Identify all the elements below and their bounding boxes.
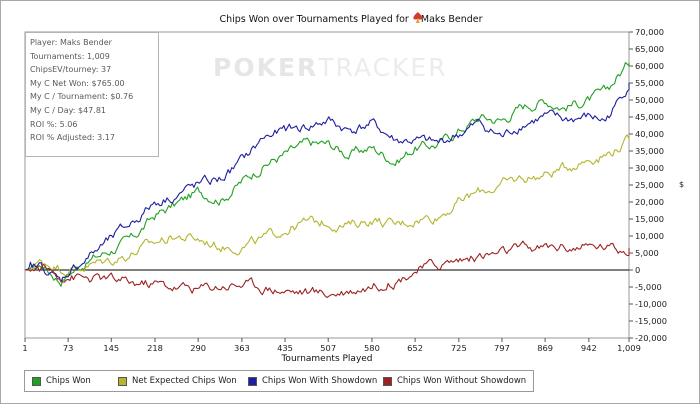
x-tick-label: 1: [22, 343, 27, 353]
y-tick-label: -10,000: [635, 299, 667, 309]
x-tick-label: 1,009: [617, 343, 641, 353]
stats-per-day: My C / Day: $47.81: [30, 105, 106, 115]
series-line-chips-won-with-showdown: [24, 83, 630, 283]
legend-swatch-chips-won: [32, 376, 41, 386]
y-tick-label: 35,000: [635, 146, 664, 156]
y-tick-label: 50,000: [635, 95, 664, 105]
legend-item-without-showdown[interactable]: Chips Won Without Showdown: [383, 375, 526, 387]
x-axis-title: Tournaments Played: [280, 354, 372, 364]
stats-per-tournament: My C / Tournament: $0.76: [30, 92, 134, 102]
series-line-net-expected-chips-won: [24, 134, 630, 279]
poker-spade-logo-icon: [413, 12, 423, 20]
x-tick-label: 435: [277, 343, 293, 353]
stats-roi: ROI %: 5.06: [30, 119, 78, 129]
y-tick-label: 40,000: [635, 129, 664, 139]
chart-title: Chips Won over Tournaments Played for Ma…: [219, 14, 482, 25]
legend-swatch-with-showdown: [248, 376, 257, 386]
watermark-part2: TRACKER: [318, 53, 448, 82]
x-tick-label: 145: [103, 343, 119, 353]
poker-spade-logo-stem: [415, 18, 420, 23]
x-tick-label: 73: [63, 343, 74, 353]
x-tick-label: 797: [494, 343, 510, 353]
y-tick-label: -5,000: [635, 282, 662, 292]
stats-chipsev: ChipsEV/tourney: 37: [30, 65, 112, 75]
legend-item-with-showdown[interactable]: Chips Won With Showdown: [248, 375, 377, 387]
y-tick-label: 70,000: [635, 27, 664, 37]
legend-item-net-expected[interactable]: Net Expected Chips Won: [118, 375, 237, 387]
x-tick-label: 869: [537, 343, 553, 353]
stats-tournaments: Tournaments: 1,009: [30, 51, 110, 61]
stats-net-won: My C Net Won: $765.00: [30, 78, 125, 88]
pokertracker-watermark: POKERTRACKER: [213, 53, 448, 82]
y-tick-label: 15,000: [635, 214, 664, 224]
x-tick-label: 725: [451, 343, 467, 353]
legend-label-net-expected: Net Expected Chips Won: [132, 376, 237, 386]
stats-player: Player: Maks Bender: [30, 38, 112, 47]
y-tick-label: -15,000: [635, 316, 667, 326]
x-tick-label: 363: [234, 343, 250, 353]
y-tick-label: 65,000: [635, 44, 664, 54]
series-line-chips-won-without-showdown: [24, 240, 630, 299]
y-tick-label: 25,000: [635, 180, 664, 190]
y-tick-label: -20,000: [635, 333, 667, 343]
stats-box: Player: Maks Bender Tournaments: 1,009 C…: [25, 32, 159, 157]
legend-item-chips-won[interactable]: Chips Won: [32, 375, 91, 387]
series-line-chips-won: [24, 62, 630, 287]
x-tick-label: 290: [190, 343, 206, 353]
y-tick-label: 5,000: [635, 248, 659, 258]
y-axis-currency-label: $: [679, 180, 684, 189]
y-tick-label: 55,000: [635, 78, 664, 88]
y-tick-label: 60,000: [635, 61, 664, 71]
x-tick-label: 218: [147, 343, 163, 353]
legend-label-with-showdown: Chips Won With Showdown: [262, 376, 378, 386]
legend-swatch-without-showdown: [383, 376, 392, 386]
x-tick-label: 507: [320, 343, 336, 353]
stats-roi-adjusted: ROI % Adjusted: 3.17: [30, 133, 115, 143]
chart-title-player: Maks Bender: [421, 14, 483, 25]
y-tick-label: 45,000: [635, 112, 664, 122]
x-tick-label: 942: [581, 343, 597, 353]
x-tick-label: 652: [407, 343, 423, 353]
y-tick-label: 10,000: [635, 231, 664, 241]
x-tick-label: 580: [364, 343, 380, 353]
y-tick-label: 30,000: [635, 163, 664, 173]
watermark-part1: POKER: [213, 53, 319, 82]
y-tick-label: 20,000: [635, 197, 664, 207]
y-tick-label: 0: [635, 265, 640, 275]
legend-label-chips-won: Chips Won: [46, 376, 91, 386]
legend-swatch-net-expected: [118, 376, 127, 386]
chart-title-text: Chips Won over Tournaments Played for: [219, 14, 411, 25]
chart-legend: Chips Won Net Expected Chips Won Chips W…: [24, 370, 534, 392]
legend-label-without-showdown: Chips Won Without Showdown: [397, 376, 527, 386]
